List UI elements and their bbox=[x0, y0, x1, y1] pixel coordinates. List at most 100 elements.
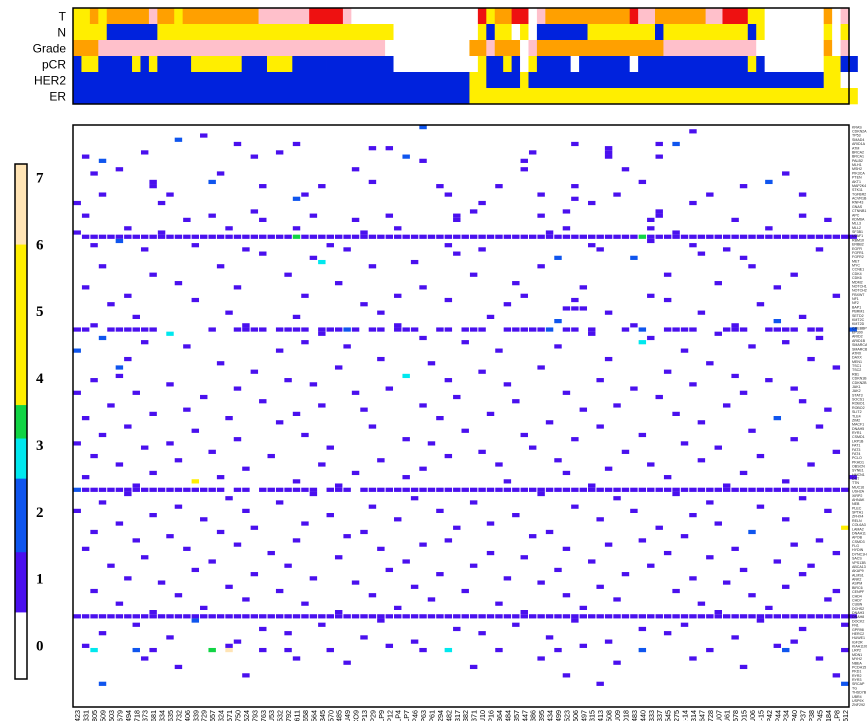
heatmap-cell bbox=[343, 344, 351, 349]
track-segment-t bbox=[148, 8, 158, 25]
colorbar-tick-label: 0 bbox=[36, 639, 44, 655]
gene-label: CREBBP bbox=[852, 326, 867, 330]
heatmap-cell bbox=[81, 213, 90, 218]
heatmap-cell bbox=[697, 614, 706, 619]
gene-label: APOB bbox=[852, 536, 863, 540]
sample-label: 499 bbox=[554, 710, 563, 721]
heatmap-cell bbox=[368, 264, 377, 269]
heatmap-cell bbox=[680, 348, 689, 353]
heatmap-cell bbox=[562, 614, 571, 619]
heatmap-background bbox=[73, 125, 849, 707]
heatmap-cell bbox=[124, 356, 132, 362]
heatmap-cell bbox=[782, 647, 790, 653]
heatmap-cell bbox=[765, 234, 773, 239]
track-label: N bbox=[57, 26, 66, 40]
heatmap-cell bbox=[174, 487, 183, 492]
heatmap-cell bbox=[191, 234, 200, 239]
heatmap-cell bbox=[284, 647, 292, 653]
heatmap-cell bbox=[149, 614, 157, 619]
heatmap-cell bbox=[722, 327, 731, 332]
heatmap-cell bbox=[124, 293, 132, 298]
sample-label: 509 bbox=[99, 710, 108, 721]
track-segment-n bbox=[663, 24, 749, 41]
heatmap-cell bbox=[495, 647, 503, 653]
heatmap-cell bbox=[326, 445, 334, 450]
heatmap-cell bbox=[132, 483, 140, 488]
heatmap-cell bbox=[73, 200, 81, 206]
heatmap-cell bbox=[807, 462, 815, 467]
heatmap-cell bbox=[722, 234, 731, 239]
gene-label: MLL2 bbox=[852, 226, 861, 230]
heatmap-cell bbox=[275, 614, 284, 619]
heatmap-cell bbox=[419, 403, 427, 408]
heatmap-cell bbox=[242, 234, 250, 239]
heatmap-cell bbox=[714, 614, 722, 619]
heatmap-cell bbox=[275, 500, 284, 505]
gene-label: MYC bbox=[852, 264, 860, 268]
heatmap-cell bbox=[790, 272, 798, 277]
heatmap-cell bbox=[419, 487, 427, 492]
heatmap-cell bbox=[545, 420, 554, 425]
heatmap-cell bbox=[655, 141, 663, 147]
heatmap-cell bbox=[815, 614, 824, 619]
track-segment-pcr bbox=[241, 56, 268, 73]
track-segment-grade bbox=[756, 40, 766, 57]
sample-label: 571 bbox=[225, 710, 234, 721]
heatmap-cell bbox=[512, 234, 520, 239]
heatmap-cell bbox=[545, 234, 554, 239]
heatmap-cell bbox=[351, 234, 360, 239]
heatmap-cell bbox=[528, 445, 537, 450]
heatmap-cell bbox=[571, 618, 579, 623]
track-segment-t bbox=[351, 8, 479, 25]
gene-label: SACS bbox=[852, 557, 862, 561]
gene-label: GPR98 bbox=[852, 628, 864, 632]
heatmap-cell bbox=[334, 365, 343, 370]
heatmap-cell bbox=[81, 487, 90, 492]
gene-label: FGFR2 bbox=[852, 255, 864, 259]
heatmap-cell bbox=[461, 428, 469, 433]
gene-label: DCHS2 bbox=[852, 607, 864, 611]
heatmap-cell bbox=[782, 340, 790, 345]
sample-label: LP4 bbox=[394, 710, 403, 721]
track-frame bbox=[72, 7, 850, 105]
heatmap-cell bbox=[334, 610, 343, 615]
heatmap-cell bbox=[233, 487, 242, 492]
heatmap-cell bbox=[360, 302, 368, 307]
track-segment-grade bbox=[385, 40, 470, 57]
sample-label: PERU07 bbox=[714, 710, 723, 721]
heatmap-cell bbox=[149, 272, 157, 277]
gene-label: ALMS1 bbox=[852, 573, 864, 577]
heatmap-cell bbox=[486, 487, 495, 492]
colorbar-tick-label: 7 bbox=[36, 170, 44, 186]
heatmap-cell bbox=[98, 500, 107, 505]
track-segment-pcr bbox=[520, 56, 529, 73]
heatmap-cell bbox=[149, 610, 157, 615]
heatmap-cell bbox=[284, 631, 292, 636]
track-segment-pcr bbox=[98, 56, 133, 73]
heatmap-cell bbox=[588, 614, 596, 619]
sample-label: PERU49 bbox=[343, 710, 352, 721]
heatmap-cell bbox=[647, 462, 655, 467]
heatmap-cell bbox=[571, 297, 579, 303]
gene-label: EP300 bbox=[852, 331, 863, 335]
track-segment-n bbox=[477, 24, 487, 41]
gene-label: JAK2 bbox=[852, 389, 861, 393]
clinical-track-labels: TN Grade pCR HER2 ER bbox=[33, 10, 67, 104]
heatmap-cell bbox=[478, 200, 486, 206]
heatmap-cell bbox=[242, 673, 250, 678]
heatmap-cell bbox=[748, 344, 756, 349]
heatmap-cell bbox=[638, 327, 647, 332]
heatmap-cell bbox=[444, 453, 453, 459]
colorbar-band bbox=[15, 551, 27, 613]
heatmap-cell bbox=[706, 361, 714, 366]
heatmap-cell bbox=[554, 234, 562, 239]
heatmap-cell bbox=[115, 365, 124, 370]
sample-label: 337 bbox=[655, 710, 664, 721]
gene-label: HERC2 bbox=[852, 632, 864, 636]
heatmap-cell bbox=[503, 576, 512, 581]
heatmap-cell bbox=[233, 141, 242, 147]
heatmap-cell bbox=[714, 610, 722, 615]
gene-label: PCLO bbox=[852, 456, 862, 460]
heatmap-cell bbox=[832, 234, 841, 239]
